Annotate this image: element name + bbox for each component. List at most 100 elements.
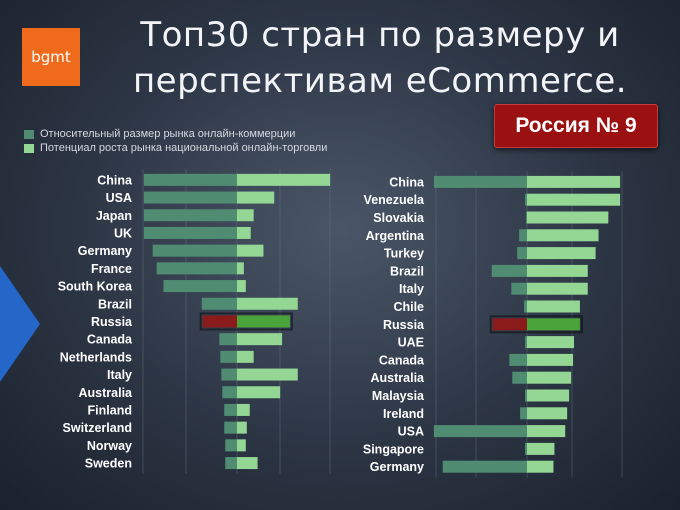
bar-size [511, 282, 527, 295]
category-label: Brazil [390, 264, 424, 278]
category-label: Canada [87, 333, 133, 347]
category-label: Italy [399, 282, 424, 296]
bar-size [492, 318, 527, 331]
bar-size [512, 371, 527, 384]
bar-growth [237, 173, 331, 186]
bar-growth [237, 403, 250, 416]
bar-size [442, 460, 527, 473]
bar-size [143, 209, 237, 222]
bar-growth [237, 315, 290, 328]
category-label: Japan [96, 209, 132, 223]
highlight-outline [199, 312, 293, 331]
category-label: Turkey [384, 247, 424, 261]
bar-growth [527, 264, 588, 277]
category-label: Netherlands [60, 350, 132, 364]
bar-growth [237, 350, 254, 363]
bar-growth [527, 300, 580, 313]
bar-size [152, 244, 237, 257]
category-label: Singapore [363, 442, 424, 456]
bar-size [156, 262, 237, 275]
bar-growth [237, 368, 298, 381]
bar-size [163, 280, 237, 293]
bar-growth [237, 386, 281, 399]
pointer-arrow-icon [0, 266, 40, 382]
bar-size [525, 389, 527, 402]
bar-size [509, 353, 527, 366]
bar-growth [237, 191, 275, 204]
bar-size [224, 403, 237, 416]
category-label: UK [114, 226, 132, 240]
category-label: Russia [383, 318, 425, 332]
bar-growth [237, 226, 251, 239]
bar-size [524, 300, 527, 313]
bar-size [519, 229, 527, 242]
category-label: Malaysia [372, 389, 425, 403]
category-label: China [97, 173, 133, 187]
bar-growth [527, 175, 621, 188]
bar-growth [237, 421, 247, 434]
legend-label-growth: Потенциал роста рынка национальной онлай… [40, 142, 328, 154]
category-label: Finland [88, 403, 132, 417]
legend-swatch-growth [24, 143, 34, 153]
category-label: Slovakia [373, 211, 425, 225]
bar-growth [527, 371, 572, 384]
bar-growth [527, 193, 621, 206]
bar-size [221, 368, 237, 381]
category-label: China [389, 175, 425, 189]
category-label: Australia [79, 386, 134, 400]
bar-size [220, 350, 237, 363]
bar-size [219, 333, 237, 346]
bar-size [224, 421, 237, 434]
category-label: Australia [371, 371, 426, 385]
category-label: Ireland [383, 407, 424, 421]
bar-size [143, 226, 237, 239]
bar-growth [237, 280, 246, 293]
bar-growth [237, 244, 264, 257]
chart-legend: Относительный размер рынка онлайн-коммер… [24, 127, 327, 155]
title-line-2: перспективам eCommerce. [132, 61, 628, 101]
bar-size [433, 175, 527, 188]
bar-growth [527, 336, 575, 349]
category-label: USA [106, 191, 132, 205]
bar-size [202, 315, 237, 328]
bar-growth [527, 425, 566, 438]
bar-size [517, 247, 527, 260]
bar-growth [527, 318, 580, 331]
bar-size [201, 297, 237, 310]
bar-growth [237, 457, 258, 470]
legend-item-growth: Потенциал роста рынка национальной онлай… [24, 141, 327, 155]
category-label: Germany [78, 244, 132, 258]
bar-size [225, 439, 237, 452]
bar-size [520, 407, 527, 420]
category-label: USA [398, 425, 424, 439]
category-label: Canada [379, 353, 425, 367]
category-label: UAE [398, 336, 424, 350]
page-title: Топ30 стран по размеру и перспективам eC… [100, 12, 660, 104]
bar-growth [527, 407, 568, 420]
russia-rank-badge: Россия № 9 [494, 104, 658, 148]
bar-size [526, 211, 527, 224]
legend-label-size: Относительный размер рынка онлайн-коммер… [40, 128, 296, 140]
bar-growth [527, 229, 599, 242]
bar-size [143, 191, 237, 204]
category-label: Switzerland [63, 421, 132, 435]
bar-size [491, 264, 527, 277]
bar-growth [237, 209, 254, 222]
legend-swatch-size [24, 129, 34, 139]
bgmt-logo: bgmt [22, 28, 80, 86]
category-label: South Korea [58, 280, 133, 294]
bar-size [525, 336, 527, 349]
bar-size [222, 386, 237, 399]
category-label: France [91, 262, 132, 276]
bar-growth [527, 247, 596, 260]
bar-growth [527, 460, 554, 473]
category-label: Venezuela [364, 193, 425, 207]
category-label: Argentina [366, 229, 425, 243]
bar-size [525, 193, 527, 206]
bar-size [525, 442, 527, 455]
bar-growth [527, 282, 588, 295]
bar-growth [527, 389, 570, 402]
category-label: Italy [107, 368, 132, 382]
bar-size [433, 425, 527, 438]
category-label: Chile [393, 300, 424, 314]
